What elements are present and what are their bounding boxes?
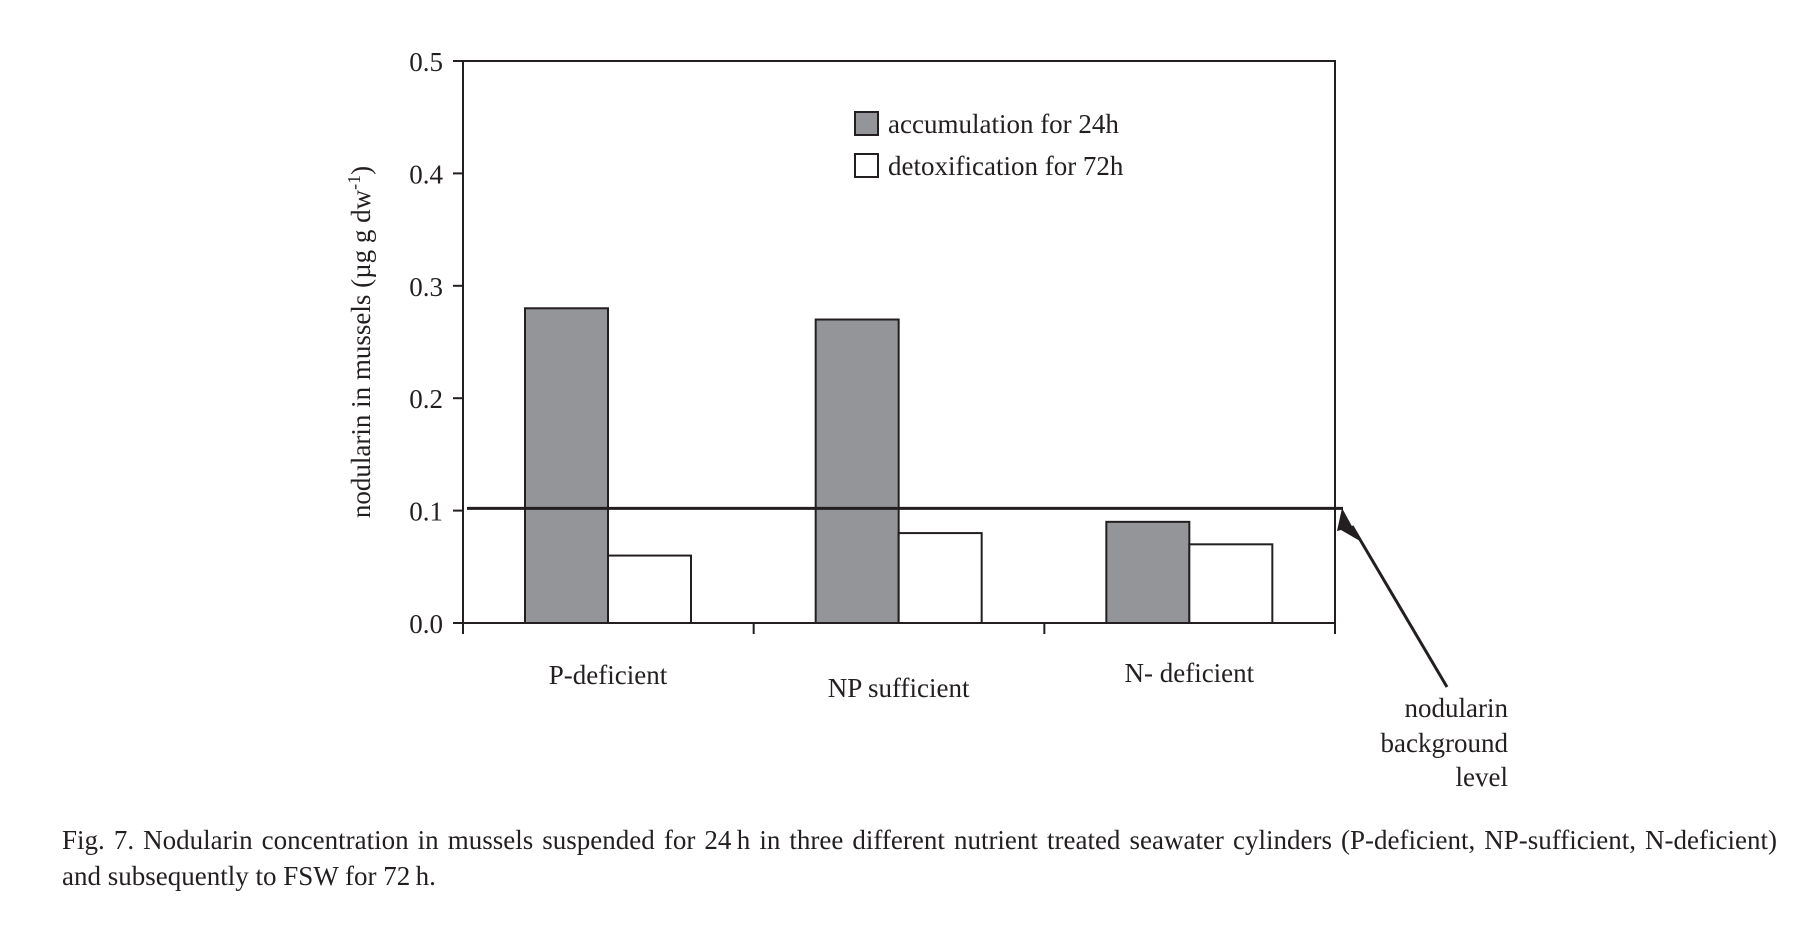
annotation-label: nodularin bbox=[1405, 693, 1509, 723]
y-tick-label: 0.0 bbox=[409, 609, 443, 639]
bar-chart: 0.0 0.1 0.2 0.3 0.4 0.5 P-deficient NP sufficie… bbox=[344, 47, 1509, 792]
y-tick-label: 0.3 bbox=[409, 272, 443, 302]
y-tick-label: 0.2 bbox=[409, 384, 443, 414]
y-tick-label: 0.1 bbox=[409, 497, 443, 527]
annotation-label: level bbox=[1456, 762, 1508, 792]
y-axis-label: nodularin in mussels (µg g dw-1) bbox=[344, 166, 376, 518]
bar-detoxification-2 bbox=[897, 532, 983, 625]
bar-accumulation-3 bbox=[1105, 520, 1191, 625]
annotation-arrow-head bbox=[1337, 508, 1360, 541]
y-tick-label: 0.5 bbox=[409, 47, 443, 77]
legend-swatch bbox=[854, 111, 879, 136]
category-label: N- deficient bbox=[1124, 658, 1254, 688]
bar-accumulation-1 bbox=[524, 307, 609, 624]
annotation-label: background bbox=[1381, 728, 1509, 758]
category-label: NP sufficient bbox=[828, 673, 970, 703]
bar-detoxification-3 bbox=[1188, 543, 1274, 625]
category-label: P-deficient bbox=[549, 660, 668, 690]
legend-label: accumulation for 24h bbox=[888, 109, 1119, 139]
figure-caption: Fig. 7. Nodularin concentration in musse… bbox=[62, 825, 1777, 891]
legend-label: detoxification for 72h bbox=[888, 151, 1124, 181]
legend-swatch bbox=[854, 153, 879, 178]
bar-accumulation-2 bbox=[814, 318, 900, 624]
bar-detoxification-1 bbox=[607, 554, 692, 624]
y-tick-label: 0.4 bbox=[409, 159, 443, 189]
annotation-arrow-shaft bbox=[1350, 525, 1449, 688]
